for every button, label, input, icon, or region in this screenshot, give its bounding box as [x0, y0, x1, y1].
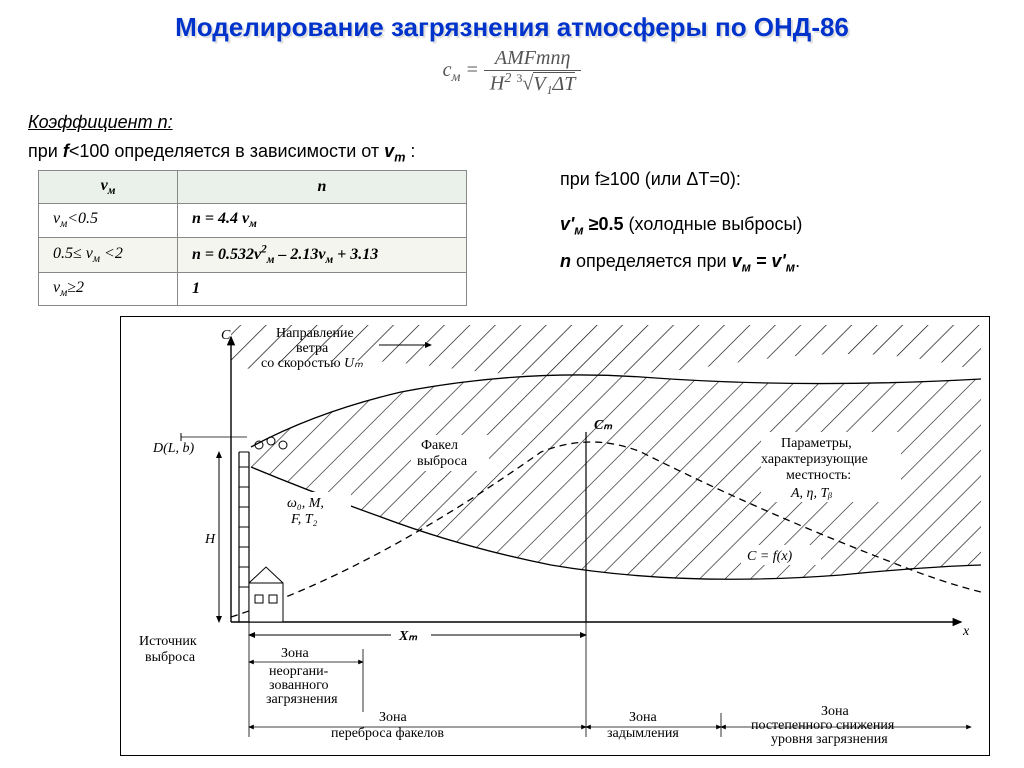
plume-label-1: Факел	[421, 438, 458, 453]
zone-decline-2: постепенного снижения	[751, 718, 895, 733]
curve-label: C = f(x)	[747, 549, 793, 564]
table-row: vм≥2 1	[39, 273, 467, 306]
zone-trans-1: Зона	[379, 710, 408, 725]
dlb-label: D(L, b)	[152, 441, 195, 456]
table-header-vm: vм	[39, 171, 178, 204]
wind-label-3: со скоростью Uₘ	[261, 356, 363, 371]
xm-label: Xₘ	[398, 629, 418, 644]
zone-unorg-3: зованного	[269, 678, 328, 693]
condition-right: при f≥100 (или ΔT=0): v'м ≥0.5 (холодные…	[560, 164, 802, 283]
cm-label: Cₘ	[594, 418, 613, 433]
source-label-2: выброса	[145, 650, 196, 665]
emit-label-2: F, T₂	[290, 512, 318, 527]
zone-trans-2: переброса факелов	[331, 726, 444, 741]
plume-label-2: выброса	[417, 454, 468, 469]
coef-heading: Коэффициент n:	[28, 112, 1024, 133]
zone-unorg-1: Зона	[281, 646, 310, 661]
y-axis-label: C	[221, 328, 231, 343]
zone-smoke-1: Зона	[629, 710, 658, 725]
zone-decline-3: уровня загрязнения	[771, 732, 888, 747]
main-formula: cм = AMFmnη H2 3√V₁ΔT	[0, 47, 1024, 96]
params-label-1: Параметры,	[781, 436, 852, 451]
params-label-4: A, η, Tᵦ	[790, 486, 832, 501]
page-title: Моделирование загрязнения атмосферы по О…	[0, 0, 1024, 43]
table-row: vм<0.5 n = 4.4 vм	[39, 204, 467, 237]
wind-label-1: Направление	[276, 326, 354, 341]
condition-left: при f<100 определяется в зависимости от …	[28, 141, 1024, 165]
pollution-diagram: C x Cₘ H D(L, b) Направление ветра со ск…	[120, 316, 990, 756]
params-label-3: местность:	[786, 468, 851, 483]
x-axis-label: x	[962, 624, 970, 639]
coefficient-table: vм n vм<0.5 n = 4.4 vм 0.5≤ vм <2 n = 0.…	[38, 170, 467, 306]
zone-unorg-2: неоргани-	[269, 664, 329, 679]
table-header-n: n	[178, 171, 467, 204]
emit-label-1: ω₀, M,	[287, 496, 324, 511]
wind-label-2: ветра	[296, 341, 329, 356]
zone-decline-1: Зона	[821, 704, 850, 719]
zone-unorg-4: загрязнения	[266, 692, 338, 707]
source-label-1: Источник	[139, 634, 197, 649]
table-row: 0.5≤ vм <2 n = 0.532v2м – 2.13vм + 3.13	[39, 237, 467, 273]
height-label: H	[204, 532, 216, 547]
params-label-2: характеризующие	[761, 452, 868, 467]
zone-smoke-2: задымления	[607, 726, 679, 741]
